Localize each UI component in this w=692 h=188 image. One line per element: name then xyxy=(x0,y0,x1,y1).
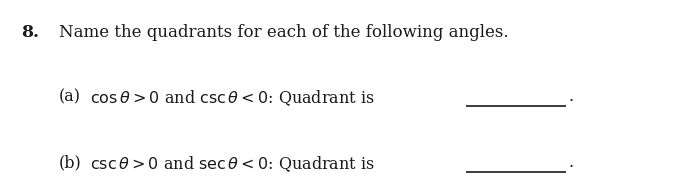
Text: $\cos\theta > 0$ and $\csc\theta < 0$: Quadrant is: $\cos\theta > 0$ and $\csc\theta < 0$: Q… xyxy=(90,88,374,108)
Text: (b): (b) xyxy=(59,154,82,171)
Text: $\csc\theta > 0$ and $\sec\theta < 0$: Quadrant is: $\csc\theta > 0$ and $\sec\theta < 0$: Q… xyxy=(90,154,374,174)
Text: Name the quadrants for each of the following angles.: Name the quadrants for each of the follo… xyxy=(59,24,509,41)
Text: .: . xyxy=(568,88,573,105)
Text: 8.: 8. xyxy=(21,24,39,41)
Text: .: . xyxy=(568,154,573,171)
Text: (a): (a) xyxy=(59,88,81,105)
